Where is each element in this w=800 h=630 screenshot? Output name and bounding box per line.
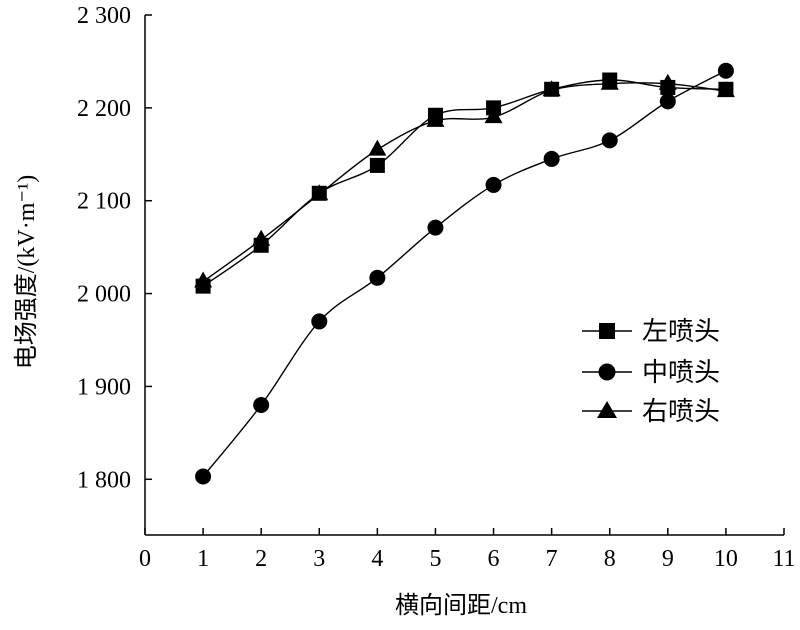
legend-circle-marker [598,363,616,381]
x-tick-label: 0 [139,546,151,572]
x-tick-label: 2 [255,546,267,572]
data-point-triangle [658,73,677,90]
x-tick-label: 8 [604,546,616,572]
data-point-circle [253,397,270,413]
legend-triangle-marker [597,401,617,418]
data-point-circle [485,176,502,193]
y-tick-label: 1 800 [77,467,131,493]
data-point-circle [195,468,212,485]
legend: 左喷头 中喷头 右喷头 [582,317,720,426]
legend-item-left: 左喷头 [582,317,720,346]
series-center [195,62,734,485]
data-point-triangle [252,229,271,246]
y-axis-title: 电场强度/(kV·m⁻¹) [13,175,40,370]
legend-item-center: 中喷头 [582,358,720,387]
legend-item-right: 右喷头 [582,397,720,426]
x-tick-label: 7 [546,546,558,572]
legend-square-marker [599,323,615,339]
y-tick-label: 2 100 [77,189,131,215]
x-tick-label: 9 [662,546,674,572]
x-tick-group: 0 1 2 3 4 5 6 7 8 9 10 11 [139,528,796,572]
series-line-left [202,79,726,287]
data-point-circle [427,219,444,236]
y-tick-label: 2 000 [77,282,131,308]
x-tick-label: 11 [772,546,795,572]
data-point-square [369,157,385,173]
data-point-triangle [600,73,619,90]
data-point-circle [601,132,618,149]
x-tick-label: 5 [429,546,441,572]
series-group [194,62,735,485]
series-line-right [202,82,726,283]
y-tick-label: 2 300 [77,3,131,29]
x-tick-label: 4 [371,546,383,572]
data-point-circle [659,93,676,110]
data-point-triangle [716,81,735,98]
data-point-circle [311,313,328,330]
y-tick-group: 1 800 1 900 2 000 2 100 2 200 2 300 [77,3,152,493]
data-point-triangle [484,107,503,124]
x-tick-label: 10 [714,546,738,572]
y-tick-label: 2 200 [77,96,131,122]
data-point-triangle [310,184,329,201]
data-point-circle [369,269,386,286]
axes [144,15,784,536]
series-left [195,72,734,294]
data-point-circle [543,150,560,167]
y-tick-label: 1 900 [77,374,131,400]
data-point-triangle [368,139,387,156]
legend-label-center: 中喷头 [642,358,720,387]
series-right [194,73,735,288]
x-axis-title: 横向间距/cm [395,592,527,619]
legend-label-right: 右喷头 [642,397,720,426]
data-point-triangle [542,80,561,97]
series-line-center [202,70,727,477]
legend-label-left: 左喷头 [642,317,720,346]
x-tick-label: 3 [313,546,325,572]
data-point-triangle [426,110,445,127]
data-point-triangle [194,271,213,288]
x-tick-label: 6 [488,546,500,572]
data-point-circle [717,62,734,79]
x-tick-label: 1 [197,546,209,572]
